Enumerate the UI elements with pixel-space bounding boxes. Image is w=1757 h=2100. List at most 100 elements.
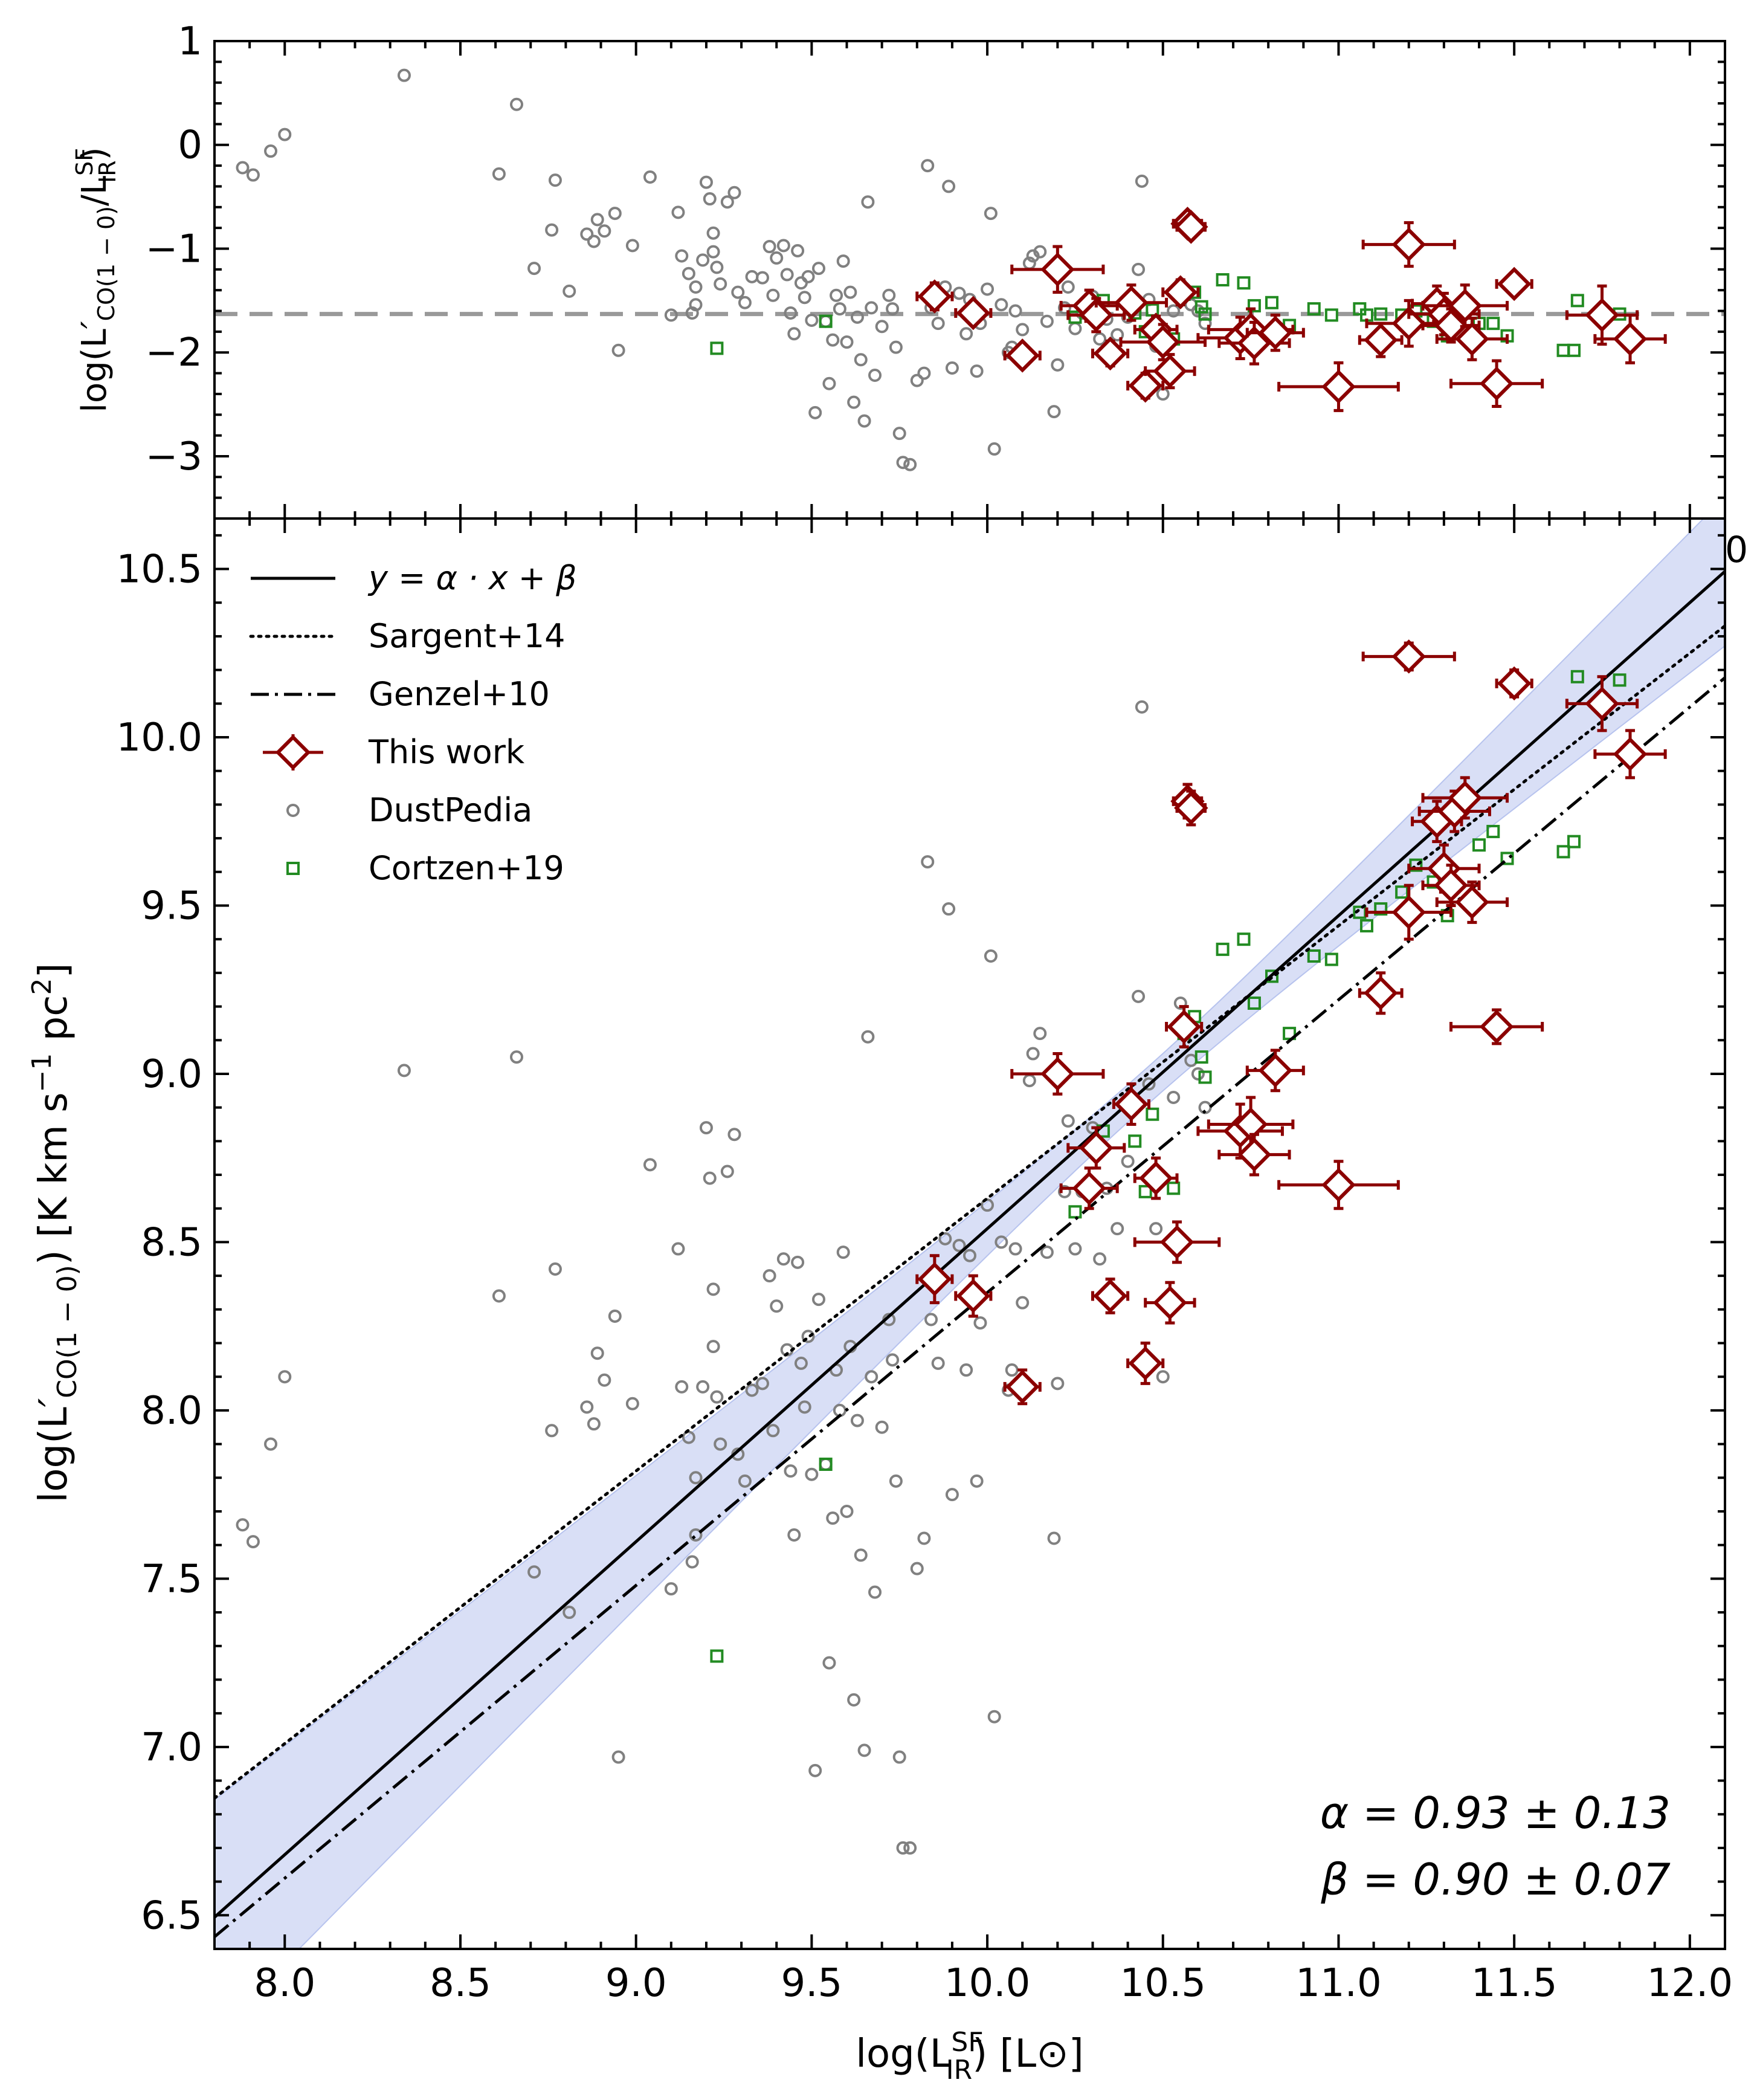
dustpedia-point [984,949,998,963]
dustpedia-point [1191,1067,1205,1081]
this-work-point [1133,1220,1221,1264]
x-tick-label: 11.0 [1295,1961,1382,2006]
dustpedia-point [1068,321,1082,335]
this-work-marker [1079,1131,1114,1165]
top-dustpedia-series [236,68,1212,471]
dustpedia-point [945,1488,959,1502]
fit-line [214,570,1725,1919]
top-panel: 1 0 −1 −2 −3 log(L′CO(1 − 0)/LSFIR) [71,19,1726,520]
dustpedia-point [510,1050,523,1064]
dustpedia-point [896,456,910,470]
dustpedia-point [720,195,734,209]
dustpedia-point [921,855,935,869]
dustpedia-point [236,161,250,175]
dustpedia-point [830,288,843,302]
dustpedia-point [625,239,639,253]
dustpedia-point [675,1380,689,1394]
dustpedia-point [836,1245,850,1259]
this-work-point [1091,336,1130,371]
dustpedia-point [545,1424,559,1438]
x-axis-label: log(LSF IR) [L⊙] [856,2027,1084,2085]
dustpedia-point [952,1238,966,1252]
dustpedia-point [868,369,882,382]
this-work-marker [1005,338,1040,373]
dustpedia-point [1047,1531,1061,1545]
this-work-point [1435,880,1509,924]
top-y-axis-label: log(L′CO(1 − 0)/LSFIR) [71,147,121,412]
dustpedia-point [1093,332,1107,346]
cortzen-point [1324,308,1338,322]
cortzen-point [1409,858,1423,872]
cortzen-point [1265,969,1278,983]
dustpedia-point [850,310,864,324]
dustpedia-point [510,97,523,111]
dustpedia-point [699,175,713,189]
dustpedia-point [808,1763,822,1777]
dustpedia-point [714,277,727,291]
dustpedia-point [755,1377,769,1391]
this-work-marker [1497,666,1532,701]
cortzen-point [1395,885,1409,899]
dustpedia-point [1191,304,1205,318]
dustpedia-point [787,1528,801,1542]
dustpedia-point [805,313,819,327]
dustpedia-point [1005,1363,1019,1377]
dustpedia-point [1111,328,1124,342]
dustpedia-point [896,1841,910,1855]
dustpedia-point [857,1743,871,1757]
dustpedia-point [959,1363,973,1377]
dustpedia-point [857,414,871,428]
dustpedia-point [675,249,689,263]
dustpedia-point [685,1555,699,1569]
dustpedia-point [808,405,822,419]
dustpedia-point [924,1313,938,1326]
this-work-marker [1174,210,1208,244]
y-tick-label: 9.5 [141,884,202,928]
dustpedia-point [794,1356,808,1370]
this-work-point [1358,321,1404,358]
this-work-point [1066,297,1126,334]
this-work-marker [1479,366,1514,401]
dustpedia-point [784,1464,798,1478]
cortzen-point [1374,307,1388,321]
dustpedia-point [492,167,506,181]
dustpedia-point [608,1309,622,1323]
x-tick-label: 11.5 [1471,1961,1558,2006]
dustpedia-point [1057,301,1071,315]
dustpedia-point [981,282,995,296]
cortzen-point [1216,942,1230,956]
bottom-x-tick-labels: 8.0 8.5 9.0 9.5 10.0 10.5 11.0 11.5 12.0 [254,1961,1733,2006]
y-tick-label: −3 [146,435,202,479]
dustpedia-point [397,68,411,82]
dustpedia-point [938,1232,952,1245]
dustpedia-point [892,427,906,441]
this-work-point [1361,639,1456,674]
dustpedia-point [710,260,724,274]
dustpedia-point [1051,358,1065,372]
this-work-point [1495,666,1533,701]
this-work-point [1161,275,1200,309]
this-work-point [1091,1278,1130,1314]
cortzen-point [1570,294,1584,308]
dustpedia-point [590,213,604,227]
dustpedia-point [1111,1222,1124,1236]
cortzen-point [1198,1070,1212,1084]
cortzen-point [1247,996,1261,1010]
this-work-marker [1040,1056,1075,1091]
x-tick-label: 8.0 [254,1961,315,2006]
dustpedia-point [714,1437,727,1451]
dustpedia-point [1061,1114,1075,1128]
dustpedia-point [1132,989,1146,1003]
this-work-marker [1391,306,1426,341]
dustpedia-point [731,285,745,299]
this-work-marker [1233,1107,1268,1142]
dustpedia-point [1016,323,1030,337]
dustpedia-point [987,442,1001,456]
cortzen-point [1194,1050,1208,1064]
dustpedia-point [847,395,861,409]
dustpedia-point [548,1262,562,1276]
dustpedia-point [917,366,931,380]
dustpedia-point [910,373,924,387]
y-tick-label: 10.0 [117,716,203,760]
this-work-marker [1114,285,1149,320]
